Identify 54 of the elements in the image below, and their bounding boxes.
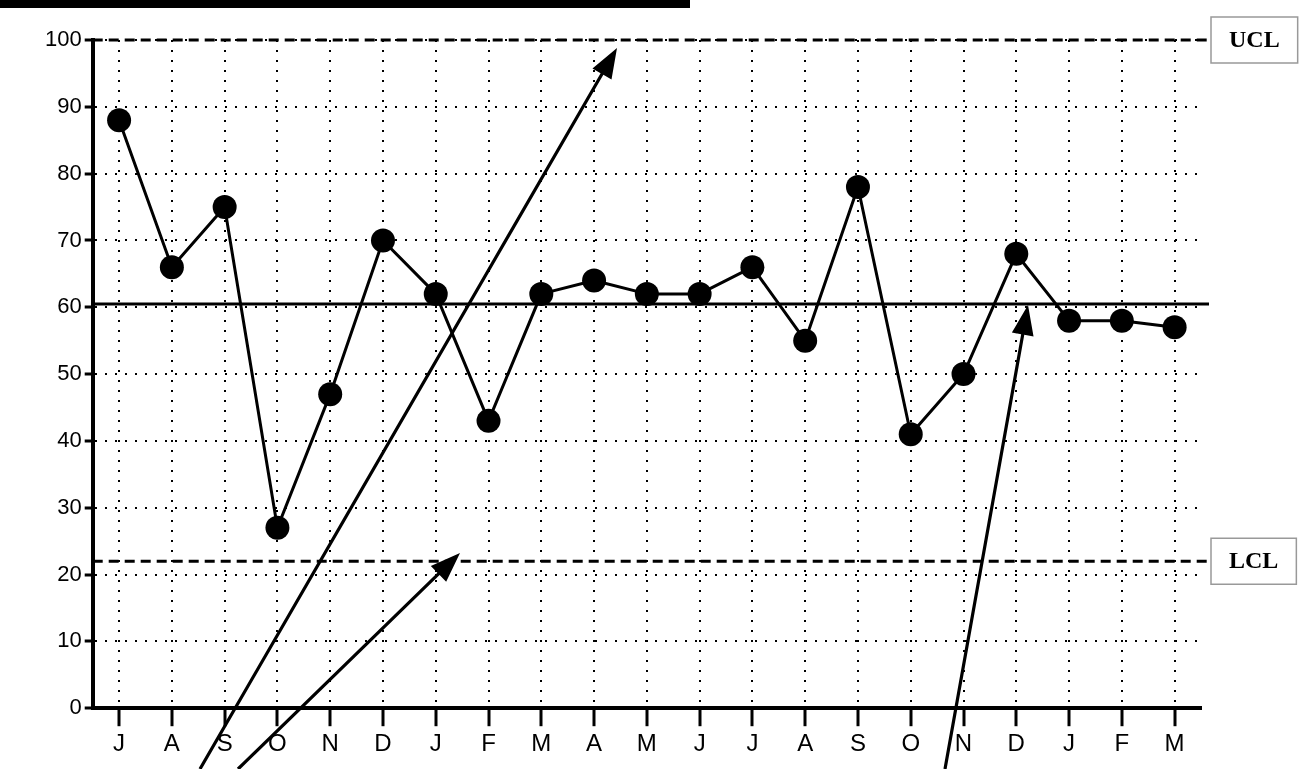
point — [740, 255, 765, 280]
point — [687, 281, 712, 306]
y-tick-label: 50 — [57, 360, 82, 386]
x-tick-label: S — [216, 729, 233, 757]
point — [898, 422, 923, 447]
point — [529, 281, 554, 306]
point — [423, 281, 448, 306]
point — [582, 268, 607, 293]
x-tick-label: D — [374, 729, 392, 757]
x-tick-label: F — [481, 729, 496, 757]
x-tick-label: A — [797, 729, 814, 757]
x-tick-label: J — [1063, 729, 1076, 757]
x-tick-label: N — [321, 729, 339, 757]
x-tick-label: O — [901, 729, 921, 757]
point — [634, 281, 659, 306]
point — [318, 382, 343, 407]
x-tick-label: A — [586, 729, 603, 757]
point — [370, 228, 395, 253]
y-tick-label: 80 — [57, 159, 82, 185]
x-tick-label: J — [693, 729, 706, 757]
point — [1004, 241, 1029, 266]
x-tick-label: J — [113, 729, 126, 757]
x-tick-label: J — [429, 729, 442, 757]
point — [1057, 308, 1082, 333]
ref-line-label: LCL — [1228, 547, 1279, 574]
y-tick-label: 20 — [57, 560, 82, 586]
y-tick-label: 60 — [57, 293, 82, 319]
y-tick-label: 10 — [57, 627, 82, 653]
y-tick-label: 0 — [69, 694, 82, 720]
point — [476, 408, 501, 433]
x-tick-label: J — [746, 729, 759, 757]
x-tick-label: M — [636, 729, 657, 757]
x-tick-label: A — [163, 729, 180, 757]
point — [159, 255, 184, 280]
y-tick-label: 90 — [57, 92, 82, 118]
y-tick-label: 70 — [57, 226, 82, 252]
point — [1162, 315, 1187, 340]
point — [107, 108, 132, 133]
x-tick-label: D — [1007, 729, 1025, 757]
y-tick-label: 40 — [57, 426, 82, 452]
x-tick-label: S — [849, 729, 866, 757]
x-tick-label: M — [531, 729, 552, 757]
point — [793, 328, 818, 353]
x-tick-label: N — [954, 729, 973, 757]
ref-line-label: UCL — [1229, 26, 1280, 53]
y-tick-label: 30 — [57, 493, 82, 519]
point — [265, 515, 290, 540]
x-tick-label: F — [1114, 729, 1130, 757]
point — [951, 362, 976, 387]
point — [1109, 308, 1134, 333]
y-tick-label: 100 — [44, 26, 82, 52]
point — [845, 175, 870, 199]
x-tick-label: M — [1164, 729, 1185, 757]
point — [212, 195, 237, 220]
